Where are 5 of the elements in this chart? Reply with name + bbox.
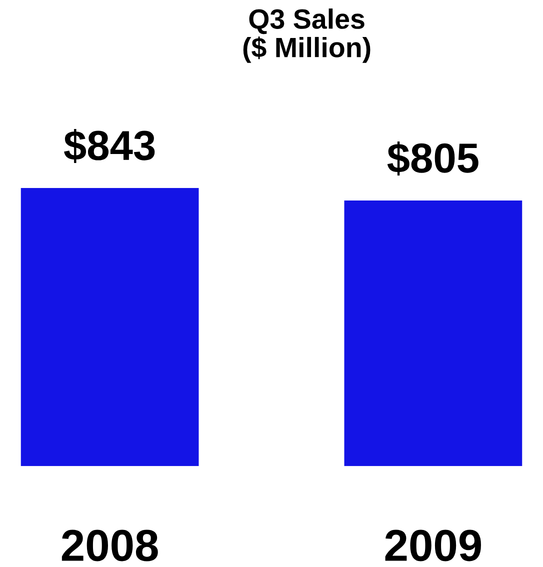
data-label: $843: [64, 128, 155, 163]
x-tick-label: 2008: [62, 530, 158, 562]
x-tick-label: 2009: [385, 530, 481, 562]
chart-title: Q3 Sales ($ Million): [243, 8, 370, 63]
data-label: $805: [387, 141, 478, 176]
